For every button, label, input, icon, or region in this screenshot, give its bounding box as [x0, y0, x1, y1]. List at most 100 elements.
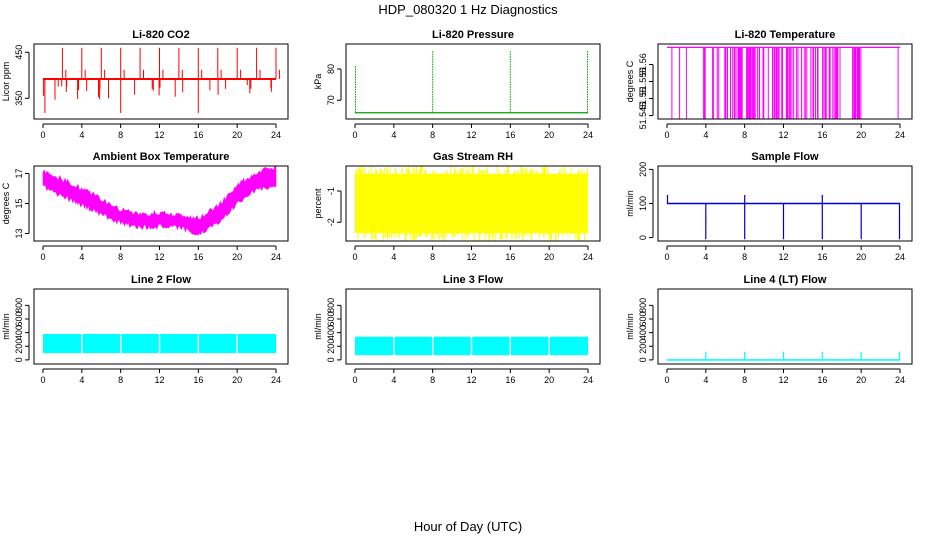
panel-8: Line 4 (LT) Flow 0 4 8 12 16 20 24 0 200400600800… [625, 274, 913, 385]
x-tick-label: 24 [895, 130, 905, 140]
x-tick-label: 20 [232, 375, 242, 385]
x-tick-label: 16 [505, 252, 515, 262]
series-plot [42, 166, 277, 236]
x-tick-label: 24 [583, 252, 593, 262]
y-tick-label: 200 [326, 339, 336, 354]
y-tick-label: 600 [638, 311, 648, 326]
x-axis: 0 4 8 12 16 20 24 [352, 368, 593, 385]
y-axis-label: ml/min [625, 190, 635, 217]
y-tick-label: 0 [14, 357, 24, 362]
y-tick-label: 450 [14, 45, 24, 60]
plot-frame [345, 43, 601, 120]
x-tick-label: 12 [466, 130, 476, 140]
figure-title: HDP_080320 1 Hz Diagnostics [378, 2, 558, 17]
series-plot [355, 335, 588, 357]
x-axis: 0 4 8 12 16 20 24 [664, 368, 905, 385]
x-tick-label: 0 [664, 130, 669, 140]
panel-7: Line 3 Flow 0 4 8 12 16 20 24 0 200400600800ml/mi… [313, 274, 601, 385]
x-tick-label: 12 [778, 252, 788, 262]
x-tick-label: 4 [703, 375, 708, 385]
x-tick-label: 20 [856, 252, 866, 262]
x-tick-label: 4 [703, 252, 708, 262]
series-plot [43, 333, 276, 355]
y-tick-label: 400 [326, 325, 336, 340]
y-axis-label: degrees C [625, 60, 635, 102]
y-axis-label: kPa [313, 74, 323, 90]
x-tick-label: 20 [856, 130, 866, 140]
x-tick-label: 0 [664, 252, 669, 262]
plot-frame [33, 288, 289, 365]
y-tick-label: 51.55 [638, 87, 648, 110]
y-tick-label: 0 [326, 357, 336, 362]
plot-frame [657, 43, 913, 120]
y-axis-label: ml/min [1, 313, 11, 340]
panel-5: Sample Flow 0 4 8 12 16 20 24 0 100 200 ml/min [625, 151, 913, 262]
x-tick-label: 16 [193, 375, 203, 385]
x-tick-label: 0 [352, 252, 357, 262]
x-tick-label: 8 [118, 375, 123, 385]
y-axis-label: percent [313, 188, 323, 219]
y-tick-label: 600 [326, 311, 336, 326]
x-tick-label: 0 [664, 375, 669, 385]
x-tick-label: 0 [352, 130, 357, 140]
y-axis: 0 100 200 [638, 162, 654, 240]
series-band [355, 173, 588, 234]
y-tick-label: -1 [326, 187, 336, 195]
series-plot [667, 351, 901, 361]
series-plot [666, 195, 901, 240]
x-tick-label: 4 [391, 375, 396, 385]
series-transitions [671, 47, 899, 119]
y-tick-label: 200 [638, 162, 648, 177]
series-plot [667, 46, 900, 119]
panel-6: Line 2 Flow 0 4 8 12 16 20 24 0 200400600800ml/mi… [1, 274, 289, 385]
x-tick-label: 0 [352, 375, 357, 385]
x-axis: 0 4 8 12 16 20 24 [40, 368, 281, 385]
x-tick-label: 4 [79, 252, 84, 262]
y-axis: -2 -1 [326, 187, 342, 226]
y-axis: 70 80 [326, 64, 342, 105]
y-tick-label: 15 [14, 198, 24, 208]
x-tick-label: 20 [232, 130, 242, 140]
x-tick-label: 12 [778, 375, 788, 385]
y-tick-label: 800 [638, 298, 648, 313]
x-tick-label: 0 [40, 252, 45, 262]
y-tick-label: 17 [14, 168, 24, 178]
x-axis: 0 4 8 12 16 20 24 [40, 245, 281, 262]
series-plot [355, 166, 588, 241]
x-tick-label: 8 [430, 252, 435, 262]
plot-frame [33, 43, 289, 120]
y-axis-label: ml/min [313, 313, 323, 340]
x-tick-label: 16 [193, 130, 203, 140]
series-spikes [666, 195, 901, 240]
x-tick-label: 12 [778, 130, 788, 140]
y-tick-label: 600 [14, 311, 24, 326]
panel-title: Gas Stream RH [433, 151, 513, 163]
y-tick-label: -2 [326, 218, 336, 226]
x-tick-label: 12 [154, 375, 164, 385]
panel-title: Li-820 Pressure [432, 29, 514, 41]
series-spikes [355, 166, 588, 241]
panel-title: Li-820 CO2 [132, 29, 189, 41]
x-tick-label: 20 [232, 252, 242, 262]
x-tick-label: 20 [544, 130, 554, 140]
series-spikes [43, 47, 280, 113]
x-tick-label: 16 [193, 252, 203, 262]
x-tick-label: 16 [817, 252, 827, 262]
x-axis: 0 4 8 12 16 20 24 [664, 123, 905, 140]
y-tick-label: 80 [326, 64, 336, 74]
y-axis-label: Licor ppm [1, 62, 11, 102]
series-plot [355, 50, 588, 114]
x-tick-label: 8 [742, 252, 747, 262]
x-tick-label: 12 [154, 130, 164, 140]
x-tick-label: 8 [742, 375, 747, 385]
x-tick-label: 24 [895, 375, 905, 385]
y-axis: 350 450 [14, 45, 30, 106]
x-tick-label: 8 [118, 252, 123, 262]
x-axis: 0 4 8 12 16 20 24 [352, 245, 593, 262]
series-plot [43, 47, 280, 113]
x-tick-label: 4 [79, 375, 84, 385]
plot-frame [33, 165, 289, 242]
